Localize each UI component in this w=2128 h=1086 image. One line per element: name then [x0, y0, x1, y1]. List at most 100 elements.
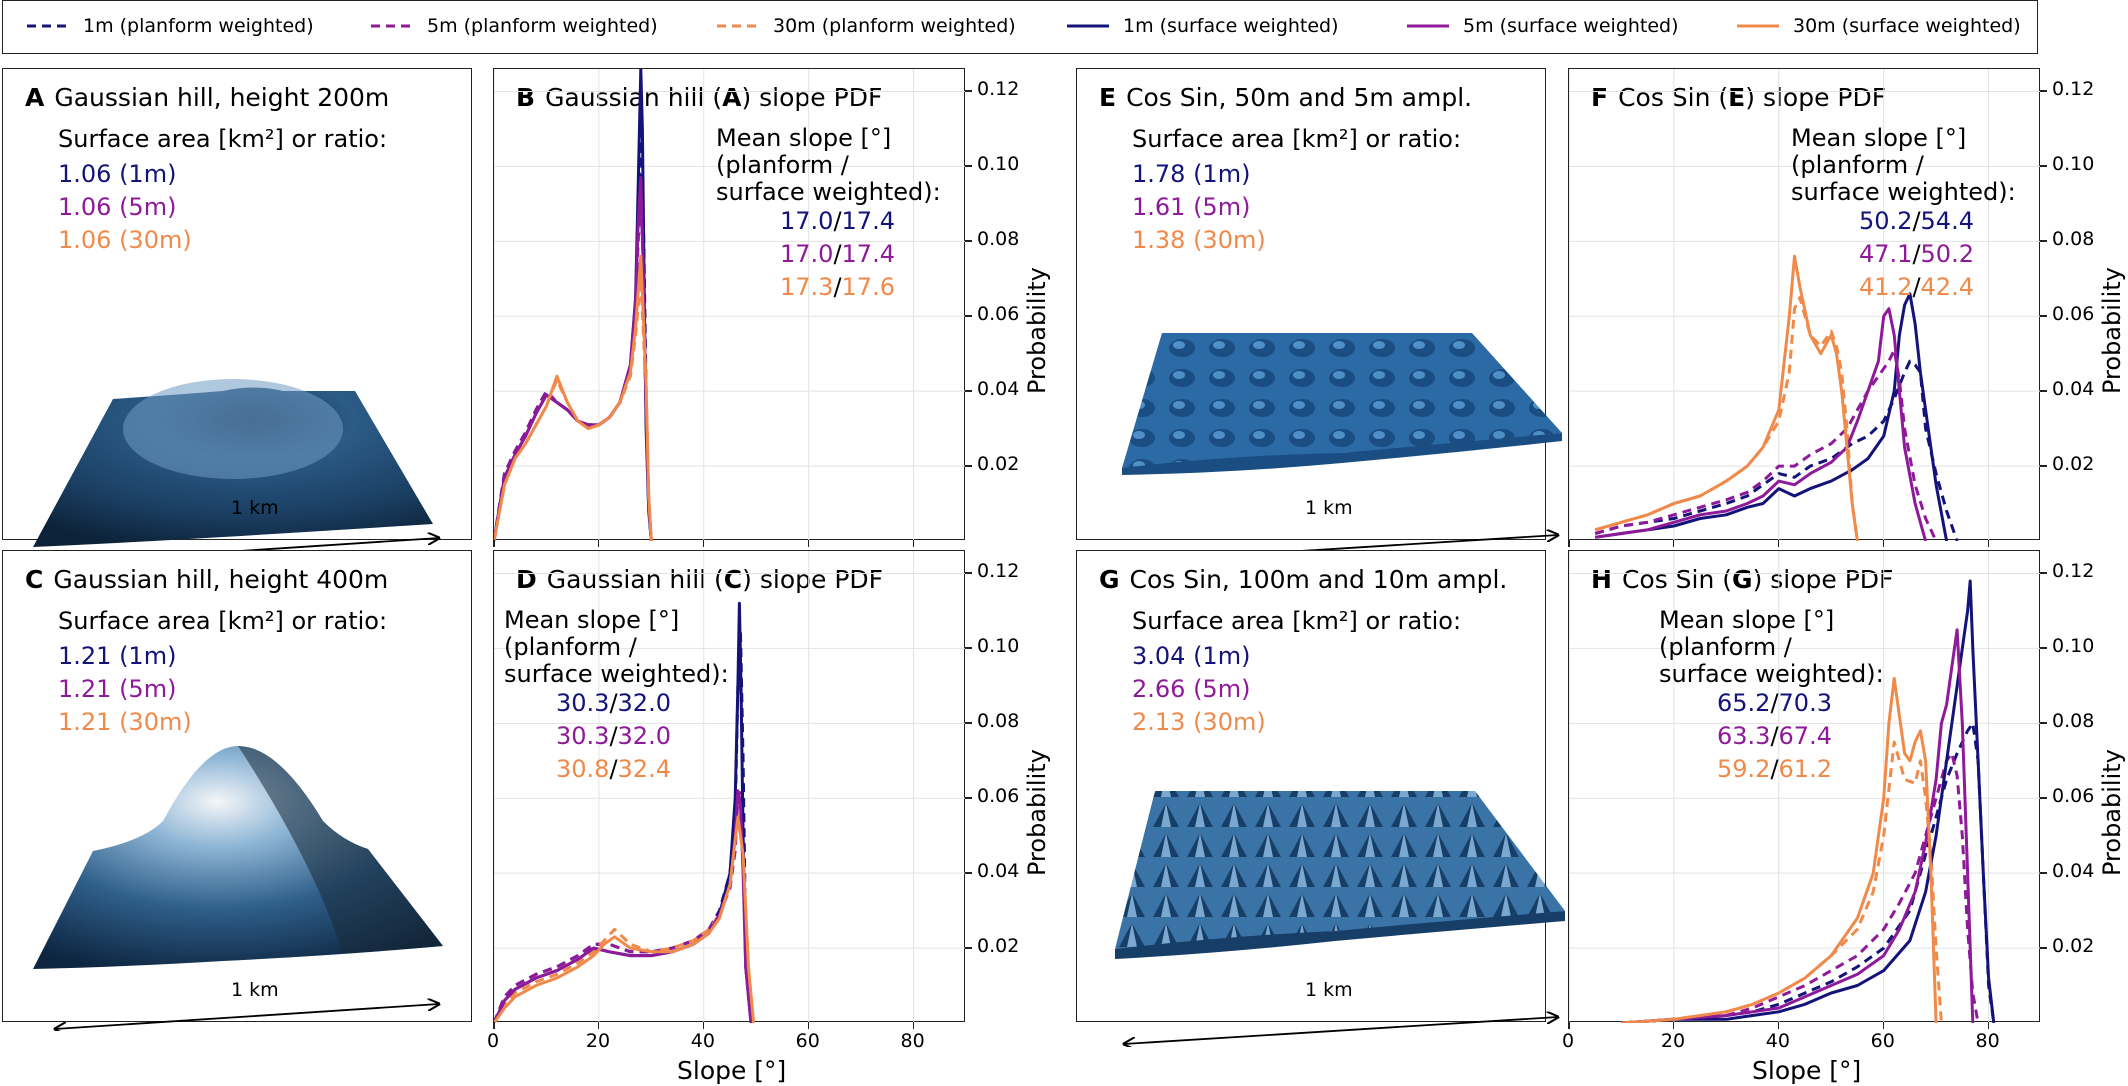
- area-30m: 1.06 (30m): [58, 226, 192, 254]
- panel-g: G Cos Sin, 100m and 10m ampl. Surface are…: [1076, 550, 1565, 1022]
- legend-label: 5m (planform weighted): [427, 15, 658, 37]
- legend-swatch: [717, 24, 759, 28]
- x-axis-label: Slope [°]: [677, 1056, 787, 1085]
- terrain-cos-sin-50m: [1122, 333, 1562, 475]
- legend-swatch: [1737, 24, 1779, 28]
- x-tick-mark: [807, 540, 810, 547]
- y-tick-mark: [965, 390, 972, 392]
- legend-label: 1m (planform weighted): [83, 15, 314, 37]
- mean-1m: 65.2/70.3: [1717, 689, 1832, 717]
- x-tick-label: 0: [1561, 1030, 1575, 1052]
- surface-area-label: Surface area [km²] or ratio:: [1132, 125, 1462, 153]
- mean-30m: 30.8/32.4: [556, 755, 671, 783]
- y-tick-label: 0.08: [2052, 228, 2095, 251]
- scale-arrow: [1122, 997, 1562, 1047]
- x-tick-mark: [1882, 540, 1885, 547]
- y-tick-label: 0.10: [2052, 153, 2095, 176]
- series-line-r30m-planform: [494, 811, 756, 1023]
- area-5m: 1.61 (5m): [1132, 193, 1251, 221]
- mean-1m: 50.2/54.4: [1859, 207, 1974, 235]
- panel-c: C Gaussian hill, height 400m Surface area…: [2, 550, 472, 1022]
- area-1m: 1.06 (1m): [58, 160, 177, 188]
- legend-swatch: [371, 24, 413, 28]
- x-axis-label: Slope [°]: [1752, 1056, 1862, 1085]
- panel-a: A Gaussian hill, height 200m Surface area…: [2, 68, 472, 540]
- y-axis-label: Probability: [1023, 749, 1051, 876]
- panel-d: D Gaussian hill (C) slope PDF Mean slope …: [493, 550, 966, 1023]
- x-tick-mark: [1672, 540, 1675, 547]
- series-line-r1m-surface: [494, 69, 653, 541]
- series-line-r1m-planform: [494, 131, 653, 541]
- y-tick-mark: [2040, 947, 2047, 949]
- mean-5m: 17.0/17.4: [780, 240, 895, 268]
- series-line-r1m-surface: [1594, 292, 1949, 541]
- y-tick-mark: [2040, 165, 2047, 167]
- series-line-r30m-planform: [1594, 296, 1859, 541]
- y-tick-mark: [965, 240, 972, 242]
- y-tick-label: 0.06: [2052, 303, 2095, 326]
- x-tick-label: 0: [486, 1030, 500, 1052]
- x-tick-mark: [597, 540, 600, 547]
- y-tick-label: 0.04: [977, 378, 1020, 401]
- x-tick-label: 20: [1660, 1030, 1686, 1052]
- surface-area-label: Surface area [km²] or ratio:: [1132, 607, 1462, 635]
- y-tick-label: 0.12: [977, 560, 1020, 583]
- y-tick-mark: [2040, 315, 2047, 317]
- panel-title: H Cos Sin (G) slope PDF: [1591, 565, 1894, 594]
- mean-30m: 17.3/17.6: [780, 273, 895, 301]
- y-tick-label: 0.04: [2052, 378, 2095, 401]
- y-axis-label: Probability: [1023, 267, 1051, 394]
- y-tick-label: 0.06: [977, 303, 1020, 326]
- area-5m: 1.06 (5m): [58, 193, 177, 221]
- mean-slope-label: Mean slope [°] (planform / surface weigh…: [1791, 124, 2016, 206]
- y-tick-mark: [2040, 90, 2047, 92]
- scale-label: 1 km: [1305, 497, 1353, 519]
- panel-title: E Cos Sin, 50m and 5m ampl.: [1099, 83, 1473, 112]
- mean-5m: 63.3/67.4: [1717, 722, 1832, 750]
- panel-f: F Cos Sin (E) slope PDF Mean slope [°] (p…: [1568, 68, 2041, 541]
- y-tick-mark: [2040, 797, 2047, 799]
- x-tick-mark: [597, 1022, 600, 1029]
- x-tick-label: 40: [1765, 1030, 1790, 1052]
- panel-title: G Cos Sin, 100m and 10m ampl.: [1099, 565, 1508, 594]
- area-5m: 1.21 (5m): [58, 675, 177, 703]
- y-tick-label: 0.08: [977, 228, 1020, 251]
- y-tick-label: 0.06: [2052, 785, 2095, 808]
- y-tick-mark: [965, 315, 972, 317]
- panel-b: B Gaussian hill (A) slope PDF Mean slope …: [493, 68, 966, 541]
- x-tick-mark: [493, 1022, 495, 1029]
- surface-area-label: Surface area [km²] or ratio:: [58, 125, 388, 153]
- y-tick-mark: [965, 465, 972, 467]
- y-axis-label: Probability: [2098, 267, 2126, 394]
- series-line-r5m-planform: [1594, 348, 1938, 541]
- y-tick-mark: [2040, 722, 2047, 724]
- y-tick-label: 0.10: [977, 635, 1020, 658]
- y-tick-label: 0.02: [2052, 935, 2095, 958]
- y-tick-mark: [965, 947, 972, 949]
- mean-1m: 17.0/17.4: [780, 207, 895, 235]
- area-30m: 1.38 (30m): [1132, 226, 1266, 254]
- y-tick-mark: [2040, 647, 2047, 649]
- series-line-r30m-surface: [1594, 254, 1859, 541]
- y-tick-mark: [965, 797, 972, 799]
- terrain-gaussian-hill-200: [33, 379, 433, 547]
- legend-label: 30m (surface weighted): [1793, 15, 2021, 37]
- legend-swatch: [1067, 24, 1109, 28]
- pdf-plot: [1569, 551, 2041, 1023]
- x-tick-label: 20: [585, 1030, 611, 1052]
- area-5m: 2.66 (5m): [1132, 675, 1251, 703]
- mean-slope-label: Mean slope [°] (planform / surface weigh…: [504, 606, 729, 688]
- y-tick-mark: [2040, 465, 2047, 467]
- x-tick-mark: [1568, 1022, 1570, 1029]
- legend-box: 1m (planform weighted) 5m (planform weig…: [2, 0, 2038, 54]
- y-tick-label: 0.04: [977, 860, 1020, 883]
- area-30m: 2.13 (30m): [1132, 708, 1266, 736]
- series-line-r5m-surface: [1594, 307, 1928, 541]
- terrain-gaussian-hill-400: [33, 746, 443, 969]
- panel-title: B Gaussian hill (A) slope PDF: [516, 83, 883, 112]
- x-tick-label: 80: [900, 1030, 925, 1052]
- y-tick-mark: [2040, 390, 2047, 392]
- series-line-r30m-surface: [1621, 676, 1938, 1023]
- terrain-cos-sin-100m: [1115, 791, 1565, 959]
- y-tick-label: 0.12: [977, 78, 1020, 101]
